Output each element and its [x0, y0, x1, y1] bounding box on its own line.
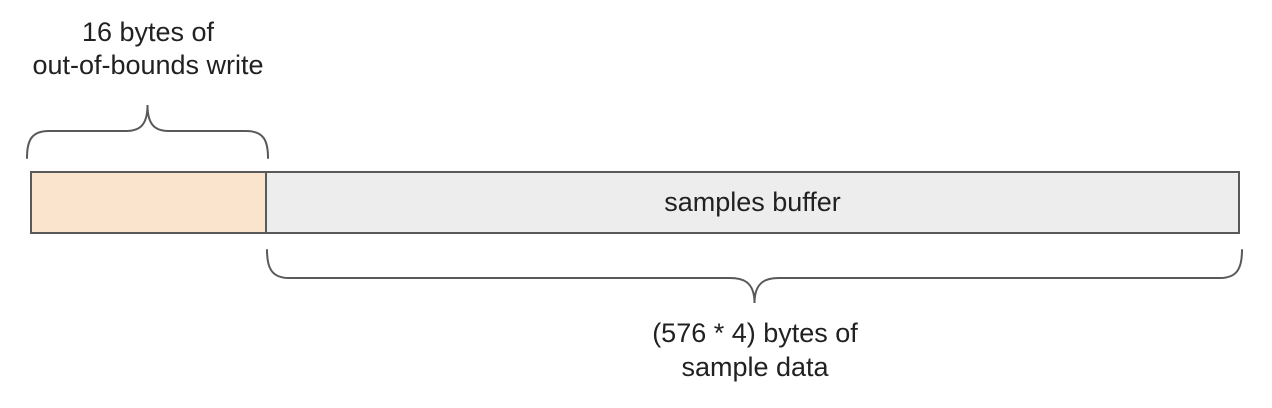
- samples-buffer-region: samples buffer: [267, 173, 1238, 232]
- sample-data-annotation-line2: sample data: [681, 352, 829, 382]
- oob-annotation: 16 bytes of out-of-bounds write: [0, 16, 296, 82]
- oob-write-region: [32, 173, 267, 232]
- sample-data-annotation: (576 * 4) bytes of sample data: [555, 316, 955, 384]
- sample-data-annotation-line1: (576 * 4) bytes of: [652, 318, 858, 348]
- oob-annotation-line1: 16 bytes of: [81, 17, 215, 47]
- samples-buffer-label: samples buffer: [664, 187, 841, 217]
- sample-data-underbrace: [266, 249, 1243, 304]
- memory-bar: samples buffer: [30, 171, 1240, 234]
- oob-overbrace: [26, 104, 269, 159]
- oob-annotation-line2: out-of-bounds write: [32, 50, 264, 80]
